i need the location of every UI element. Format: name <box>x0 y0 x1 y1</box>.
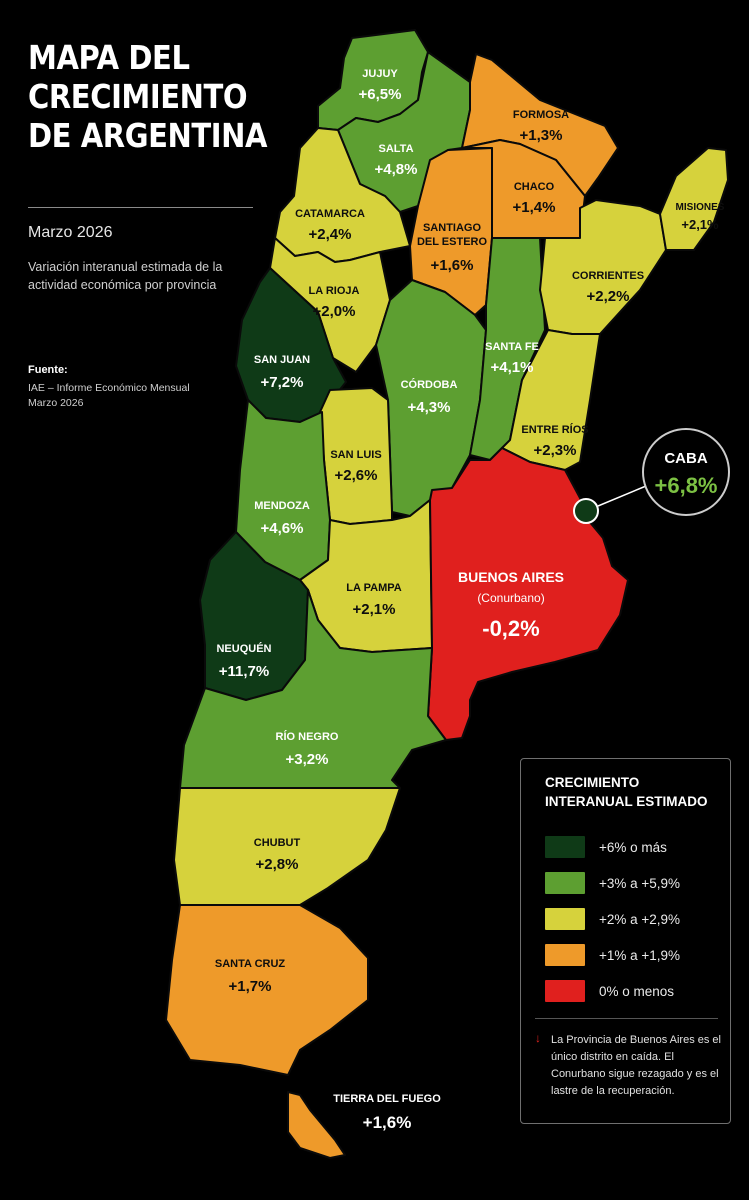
legend-label: +2% a +2,9% <box>599 911 681 927</box>
legend-label: 0% o menos <box>599 983 675 999</box>
value-jujuy: +6,5% <box>359 86 402 103</box>
value-chubut: +2,8% <box>256 856 299 873</box>
legend-item-red: 0% o menos <box>545 979 674 1003</box>
source-text: IAE – Informe Económico Mensual Marzo 20… <box>28 381 238 411</box>
legend-title-line-2: INTERANUAL ESTIMADO <box>545 794 708 809</box>
description: Variación interanual estimada de la acti… <box>28 260 223 292</box>
caba-connector <box>597 485 647 507</box>
label-formosa: FORMOSA <box>513 109 569 121</box>
value-san-luis: +2,6% <box>335 467 378 484</box>
label-rio-negro: RÍO NEGRO <box>276 730 339 743</box>
province-tierra-del-fuego[interactable] <box>287 1091 346 1159</box>
value-buenos-aires: -0,2% <box>482 616 539 641</box>
date-label: Marzo 2026 <box>28 224 113 241</box>
value-cordoba: +4,3% <box>408 399 451 416</box>
legend-swatch-green <box>545 872 585 894</box>
title-divider <box>28 207 253 208</box>
caba-name: CABA <box>664 450 707 467</box>
legend-note: La Provincia de Buenos Aires es el único… <box>551 1034 721 1097</box>
label-santiago-2: DEL ESTERO <box>417 236 488 248</box>
label-misiones: MISIONES <box>676 202 725 213</box>
label-mendoza: MENDOZA <box>254 500 310 512</box>
province-corrientes[interactable] <box>539 199 667 335</box>
legend-swatch-red <box>545 980 585 1002</box>
value-formosa: +1,3% <box>520 127 563 144</box>
label-corrientes: CORRIENTES <box>572 270 644 282</box>
value-mendoza: +4,6% <box>261 520 304 537</box>
label-santiago-1: SANTIAGO <box>423 222 482 234</box>
legend-label: +3% a +5,9% <box>599 875 681 891</box>
value-neuquen: +11,7% <box>219 663 269 680</box>
label-buenos-aires-sub: (Conurbano) <box>477 591 544 605</box>
value-chaco: +1,4% <box>513 199 556 216</box>
legend-title: CRECIMIENTO INTERANUAL ESTIMADO <box>545 773 708 811</box>
legend-item-yellow: +2% a +2,9% <box>545 907 680 931</box>
caba-marker[interactable] <box>573 498 599 524</box>
legend-divider <box>535 1018 718 1019</box>
value-corrientes: +2,2% <box>587 288 630 305</box>
value-misiones: +2,1% <box>681 217 719 232</box>
legend-swatch-dark-green <box>545 836 585 858</box>
legend-panel: CRECIMIENTO INTERANUAL ESTIMADO +6% o má… <box>520 758 731 1124</box>
label-la-pampa: LA PAMPA <box>346 582 401 594</box>
value-catamarca: +2,4% <box>309 226 352 243</box>
label-tierra-del-fuego: TIERRA DEL FUEGO <box>333 1093 441 1105</box>
legend-swatch-orange <box>545 944 585 966</box>
legend-item-green: +3% a +5,9% <box>545 871 680 895</box>
label-neuquen: NEUQUÉN <box>216 642 271 655</box>
label-san-luis: SAN LUIS <box>330 449 381 461</box>
value-entre-rios: +2,3% <box>534 442 577 459</box>
value-rio-negro: +3,2% <box>286 751 329 768</box>
legend-label: +1% a +1,9% <box>599 947 681 963</box>
value-santiago: +1,6% <box>431 257 474 274</box>
label-cordoba: CÓRDOBA <box>401 378 458 391</box>
source-line-2: Marzo 2026 <box>28 397 84 409</box>
label-la-rioja: LA RIOJA <box>309 285 360 297</box>
legend-label: +6% o más <box>599 839 667 855</box>
title-line-2: CRECIMIENTO <box>28 77 248 116</box>
province-chubut[interactable] <box>173 787 401 906</box>
label-santa-cruz: SANTA CRUZ <box>215 958 286 970</box>
legend-title-line-1: CRECIMIENTO <box>545 775 640 790</box>
title-line-3: DE ARGENTINA <box>28 116 267 155</box>
down-arrow-icon: ↓ <box>535 1031 541 1045</box>
source-label: Fuente: <box>28 364 68 376</box>
label-chubut: CHUBUT <box>254 837 301 849</box>
label-entre-rios: ENTRE RÍOS <box>521 423 588 436</box>
label-buenos-aires: BUENOS AIRES <box>458 569 564 585</box>
legend-item-orange: +1% a +1,9% <box>545 943 680 967</box>
value-santa-cruz: +1,7% <box>229 978 272 995</box>
caba-callout-circle <box>642 428 730 516</box>
value-salta: +4,8% <box>375 161 418 178</box>
legend-swatch-yellow <box>545 908 585 930</box>
label-jujuy: JUJUY <box>362 68 398 80</box>
caba-value: +6,8% <box>655 473 718 498</box>
value-la-pampa: +2,1% <box>353 601 396 618</box>
source-line-1: IAE – Informe Económico Mensual <box>28 382 190 394</box>
value-tierra-del-fuego: +1,6% <box>363 1113 412 1132</box>
title-line-1: MAPA DEL <box>28 38 190 77</box>
label-chaco: CHACO <box>514 181 555 193</box>
value-la-rioja: +2,0% <box>313 303 356 320</box>
value-santa-fe: +4,1% <box>491 359 534 376</box>
label-salta: SALTA <box>378 143 413 155</box>
label-santa-fe: SANTA FE <box>485 341 539 353</box>
label-catamarca: CATAMARCA <box>295 208 365 220</box>
map-title: MAPA DEL CRECIMIENTO DE ARGENTINA <box>28 38 268 155</box>
value-san-juan: +7,2% <box>261 374 304 391</box>
province-misiones[interactable] <box>659 147 729 251</box>
label-san-juan: SAN JUAN <box>254 354 310 366</box>
legend-item-dark-green: +6% o más <box>545 835 667 859</box>
province-santa-cruz[interactable] <box>165 904 369 1076</box>
